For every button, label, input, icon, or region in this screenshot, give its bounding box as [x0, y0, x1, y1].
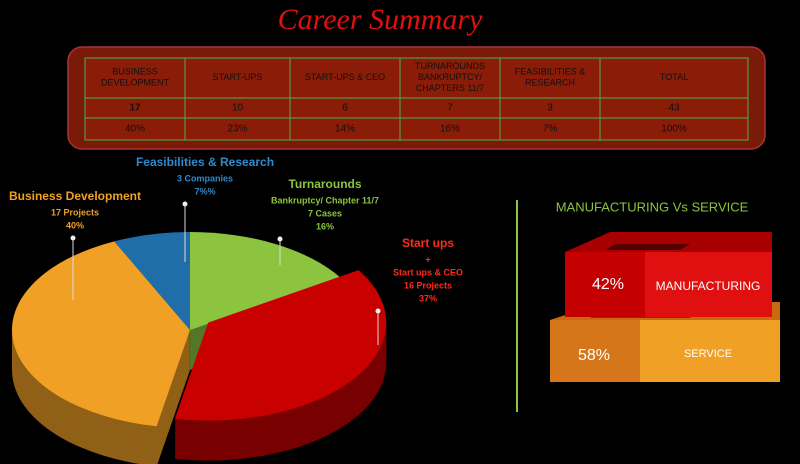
- slice-detail: 16 Projects: [404, 280, 452, 290]
- slice-value-label: 40%: [66, 220, 84, 230]
- table-cell: 43: [668, 103, 680, 114]
- slice-category: Feasibilities & Research: [136, 155, 274, 169]
- service-side: [550, 320, 640, 382]
- leader-pin: [375, 308, 381, 314]
- leader-pin: [70, 235, 76, 241]
- slice-value-label: 16%: [316, 221, 334, 231]
- pie-slice: [174, 270, 387, 421]
- column-header: FEASIBILITIES & RESEARCH: [515, 67, 586, 88]
- service-front: [640, 320, 780, 382]
- pie-chart: Turnarounds Bankruptcy/ Chapter 11/7 7 Cas…: [9, 155, 463, 464]
- pie-slice: [12, 241, 191, 427]
- slice-detail: +: [425, 254, 430, 264]
- leader-pin: [277, 236, 283, 242]
- slice-value-label: 7%%: [194, 186, 215, 196]
- column-header: START-UPS & CEO: [305, 72, 385, 82]
- slice-detail: Bankruptcy/ Chapter 11/7: [271, 195, 379, 205]
- table-cell: 6: [342, 103, 348, 114]
- summary-table: BUSINESS DEVELOPMENT START-UPS START-UPS & …: [84, 57, 749, 141]
- column-header: TOTAL: [660, 72, 688, 82]
- table-cell: 100%: [661, 124, 687, 135]
- slice-detail: 3 Companies: [177, 173, 233, 183]
- table-cell: 7: [447, 103, 453, 114]
- slice-detail: 7 Cases: [308, 208, 342, 218]
- column-header: TURNAROUNDS BANKRUPTCY/CHAPTERS 11/7: [415, 61, 485, 93]
- slice-category: Start ups: [402, 236, 454, 250]
- table-cell: 10: [232, 103, 244, 114]
- service-label: SERVICE: [684, 348, 732, 360]
- column-header: START-UPS: [213, 72, 263, 82]
- manufacturing-label: MANUFACTURING: [656, 279, 761, 293]
- manufacturing-hole: [605, 244, 690, 250]
- table-body: [84, 57, 749, 141]
- slice-detail: Start ups & CEO: [393, 267, 463, 277]
- service-percent: 58%: [578, 347, 610, 364]
- table-cell: 14%: [335, 124, 355, 135]
- page-title: Career Summary: [278, 3, 483, 36]
- leader-pin: [182, 201, 188, 207]
- slice-category: Turnarounds: [288, 177, 361, 191]
- table-cell: 7%: [543, 124, 558, 135]
- table-cell: 17: [129, 103, 141, 114]
- slice-value-label: 37%: [419, 293, 437, 303]
- slice-detail: 17 Projects: [51, 207, 99, 217]
- manufacturing-percent: 42%: [592, 276, 624, 293]
- table-cell: 23%: [227, 124, 247, 135]
- slice-category: Business Development: [9, 189, 141, 203]
- manufacturing-side: [565, 252, 645, 317]
- pie-slice: [190, 232, 341, 330]
- table-cell: 16%: [440, 124, 460, 135]
- pie-slice: [114, 232, 190, 330]
- table-cell: 3: [547, 103, 553, 114]
- manufacturing-front: [645, 252, 772, 317]
- mvs-title: MANUFACTURING Vs SERVICE: [556, 199, 749, 214]
- table-cell: 40%: [125, 124, 145, 135]
- column-header: BUSINESS DEVELOPMENT: [101, 67, 170, 88]
